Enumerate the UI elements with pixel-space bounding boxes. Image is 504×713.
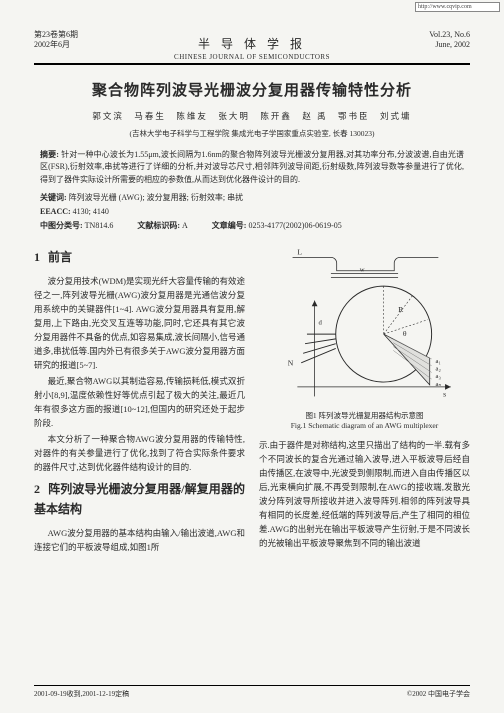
s1-para-2: 最近,聚合物AWG以其制造容易,传输损耗低,模式双折射小[8,9],温度依赖性好… xyxy=(34,374,245,430)
clc-label: 中图分类号: xyxy=(40,221,83,230)
eeacc-label: EEACC: xyxy=(40,207,71,216)
right-column: L w R θ a₁ a₂ a₃ aₙ N d s 图1 阵列波导光栅复用器结构… xyxy=(259,242,470,572)
codes-row: 中图分类号: TN814.6 文献标识码: A 文章编号: 0253-4177(… xyxy=(40,220,464,232)
author-list: 郭文滨 马春生 陈维友 张大明 陈开鑫 赵 禹 鄂书臣 刘式墉 xyxy=(30,110,474,122)
eeacc-row: EEACC: 4130; 4140 xyxy=(40,206,464,218)
footer-right: ©2002 中国电子学会 xyxy=(407,689,470,699)
section-2-no: 2 xyxy=(34,482,40,496)
abstract-text: 针对一种中心波长为1.55μm,波长间隔为1.6nm的聚合物阵列波导光栅波分复用… xyxy=(40,150,464,184)
svg-text:a₁: a₁ xyxy=(435,358,440,365)
figure-1-caption: 图1 阵列波导光栅复用器结构示意图 Fig.1 Schematic diagra… xyxy=(259,411,470,432)
svg-text:a₃: a₃ xyxy=(435,373,440,380)
section-2-title: 阵列波导光栅波分复用器/解复用器的基本结构 xyxy=(34,482,245,516)
doccode-label: 文献标识码: xyxy=(137,221,180,230)
col2-para-1: 示.由于器件是对称结构,这里只描出了结构的一半.载有多个不同波长的复合光通过输入… xyxy=(259,438,470,550)
url-bar: http://www.cqvip.com xyxy=(415,2,500,12)
body-columns: 1 前言 波分复用技术(WDM)是实现光纤大容量传输的有效途径之一,阵列波导光栅(… xyxy=(34,242,470,572)
svg-text:s: s xyxy=(443,389,446,398)
svg-text:aₙ: aₙ xyxy=(435,381,441,388)
clc-text: TN814.6 xyxy=(85,221,114,230)
awg-diagram-icon: L w R θ a₁ a₂ a₃ aₙ N d s xyxy=(259,242,470,407)
abstract-block: 摘要:针对一种中心波长为1.55μm,波长间隔为1.6nm的聚合物阵列波导光栅波… xyxy=(40,149,464,186)
page-footer: 2001-09-19收到,2001-12-19定稿 ©2002 中国电子学会 xyxy=(34,685,470,699)
footer-left: 2001-09-19收到,2001-12-19定稿 xyxy=(34,689,129,699)
artno-label: 文章编号: xyxy=(212,221,247,230)
header-rule xyxy=(34,64,470,65)
svg-text:a₂: a₂ xyxy=(435,365,440,372)
date-cn: 2002年6月 xyxy=(34,40,78,50)
figure-1: L w R θ a₁ a₂ a₃ aₙ N d s xyxy=(259,242,470,407)
doccode-text: A xyxy=(182,221,188,230)
keywords-label: 关键词: xyxy=(40,193,67,202)
vol-issue-cn: 第23卷第6期 xyxy=(34,30,78,40)
svg-text:N: N xyxy=(288,359,294,368)
vol-en: Vol.23, No.6 xyxy=(429,30,470,40)
section-2-heading: 2阵列波导光栅波分复用器/解复用器的基本结构 xyxy=(34,480,245,520)
left-column: 1 前言 波分复用技术(WDM)是实现光纤大容量传输的有效途径之一,阵列波导光栅(… xyxy=(34,242,245,572)
eeacc-text: 4130; 4140 xyxy=(73,207,109,216)
section-1-no: 1 xyxy=(34,250,40,264)
date-en: June, 2002 xyxy=(429,40,470,50)
figure-1-caption-en: Fig.1 Schematic diagram of an AWG multip… xyxy=(259,421,470,432)
s1-para-1: 波分复用技术(WDM)是实现光纤大容量传输的有效途径之一,阵列波导光栅(AWG)… xyxy=(34,274,245,372)
journal-title-en: CHINESE JOURNAL OF SEMICONDUCTORS xyxy=(34,53,470,64)
s2-para-1: AWG波分复用器的基本结构由输入/输出波道,AWG和连接它们的平板波导组成,如图… xyxy=(34,526,245,554)
s1-para-3: 本文分析了一种聚合物AWG波分复用器的传输特性,对器件的有关参量进行了优化,找到… xyxy=(34,432,245,474)
keywords-text: 阵列波导光栅 (AWG); 波分复用器; 衍射效率; 串扰 xyxy=(69,193,243,202)
section-1-heading: 1 前言 xyxy=(34,248,245,268)
keywords-row: 关键词: 阵列波导光栅 (AWG); 波分复用器; 衍射效率; 串扰 xyxy=(40,192,464,204)
svg-text:R: R xyxy=(398,305,404,314)
article-title: 聚合物阵列波导光栅波分复用器传输特性分析 xyxy=(20,79,484,100)
figure-1-caption-cn: 图1 阵列波导光栅复用器结构示意图 xyxy=(259,411,470,422)
abstract-label: 摘要: xyxy=(40,150,59,159)
svg-text:θ: θ xyxy=(403,329,407,338)
affiliation: (吉林大学电子科学与工程学院 集成光电子学国家重点实验室, 长春 130023) xyxy=(40,128,464,139)
artno-text: 0253-4177(2002)06-0619-05 xyxy=(248,221,341,230)
svg-text:L: L xyxy=(297,247,302,256)
svg-text:w: w xyxy=(360,267,365,274)
section-1-title: 前言 xyxy=(48,250,72,264)
